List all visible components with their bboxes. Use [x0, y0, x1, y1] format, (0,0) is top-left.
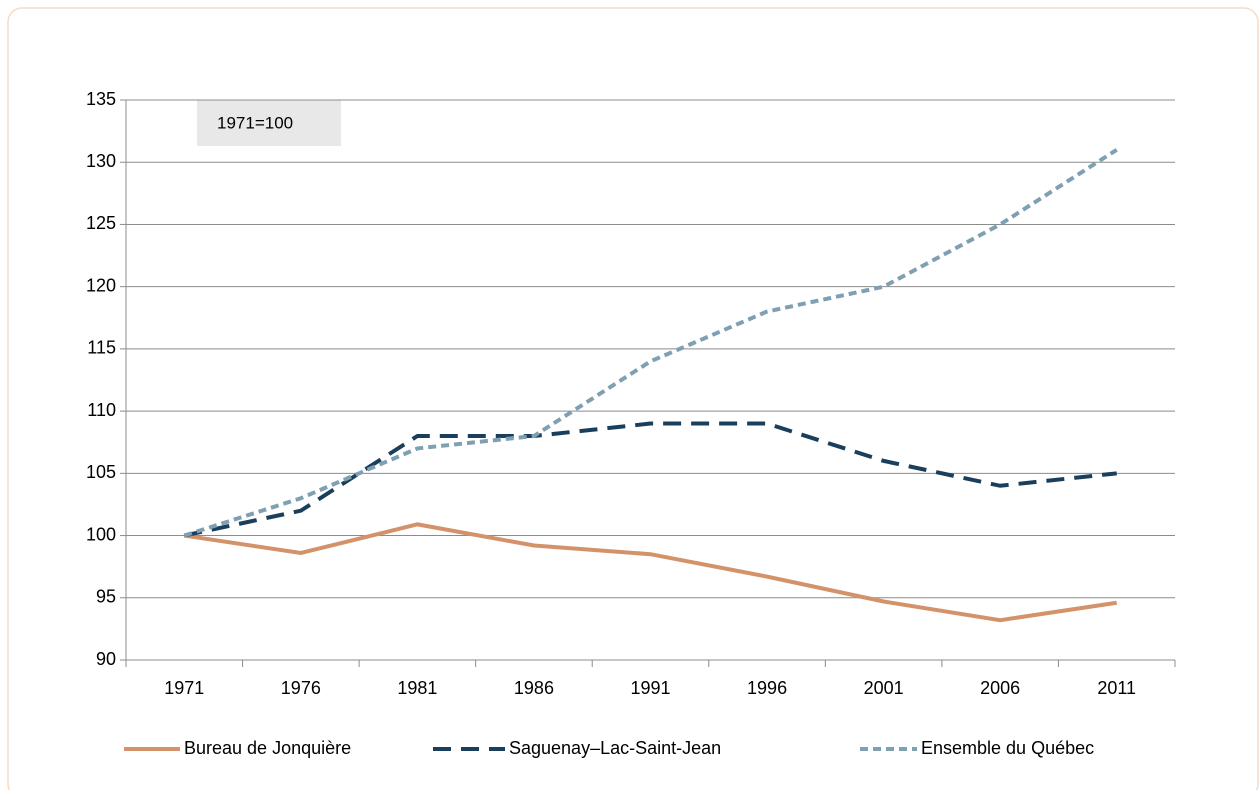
legend-label: Saguenay–Lac-Saint-Jean — [509, 738, 721, 758]
legend-label: Bureau de Jonquière — [184, 738, 351, 758]
annotation-box — [197, 100, 341, 146]
y-tick-label: 130 — [86, 151, 116, 171]
x-tick-label: 1971 — [164, 678, 204, 698]
x-tick-label: 2001 — [864, 678, 904, 698]
x-tick-label: 1986 — [514, 678, 554, 698]
legend-label: Ensemble du Québec — [921, 738, 1094, 758]
x-tick-label: 1976 — [281, 678, 321, 698]
y-tick-label: 100 — [86, 524, 116, 544]
x-tick-label: 2011 — [1097, 678, 1136, 698]
y-tick-label: 90 — [96, 649, 116, 669]
y-tick-label: 110 — [87, 400, 116, 420]
series-line — [183, 148, 1118, 538]
y-tick-label: 105 — [86, 462, 116, 482]
chart-frame — [7, 7, 1259, 795]
y-tick-label: 125 — [86, 213, 116, 233]
series-line — [183, 421, 1117, 538]
y-tick-label: 135 — [86, 89, 116, 109]
series-line — [183, 522, 1118, 623]
x-tick-label: 1981 — [397, 678, 437, 698]
y-tick-label: 115 — [87, 338, 116, 358]
x-tick-label: 1996 — [747, 678, 787, 698]
y-tick-label: 95 — [96, 587, 116, 607]
x-tick-label: 1991 — [630, 678, 670, 698]
x-tick-label: 2006 — [980, 678, 1020, 698]
annotation: 1971=100 — [217, 113, 293, 132]
y-tick-label: 120 — [86, 275, 116, 295]
